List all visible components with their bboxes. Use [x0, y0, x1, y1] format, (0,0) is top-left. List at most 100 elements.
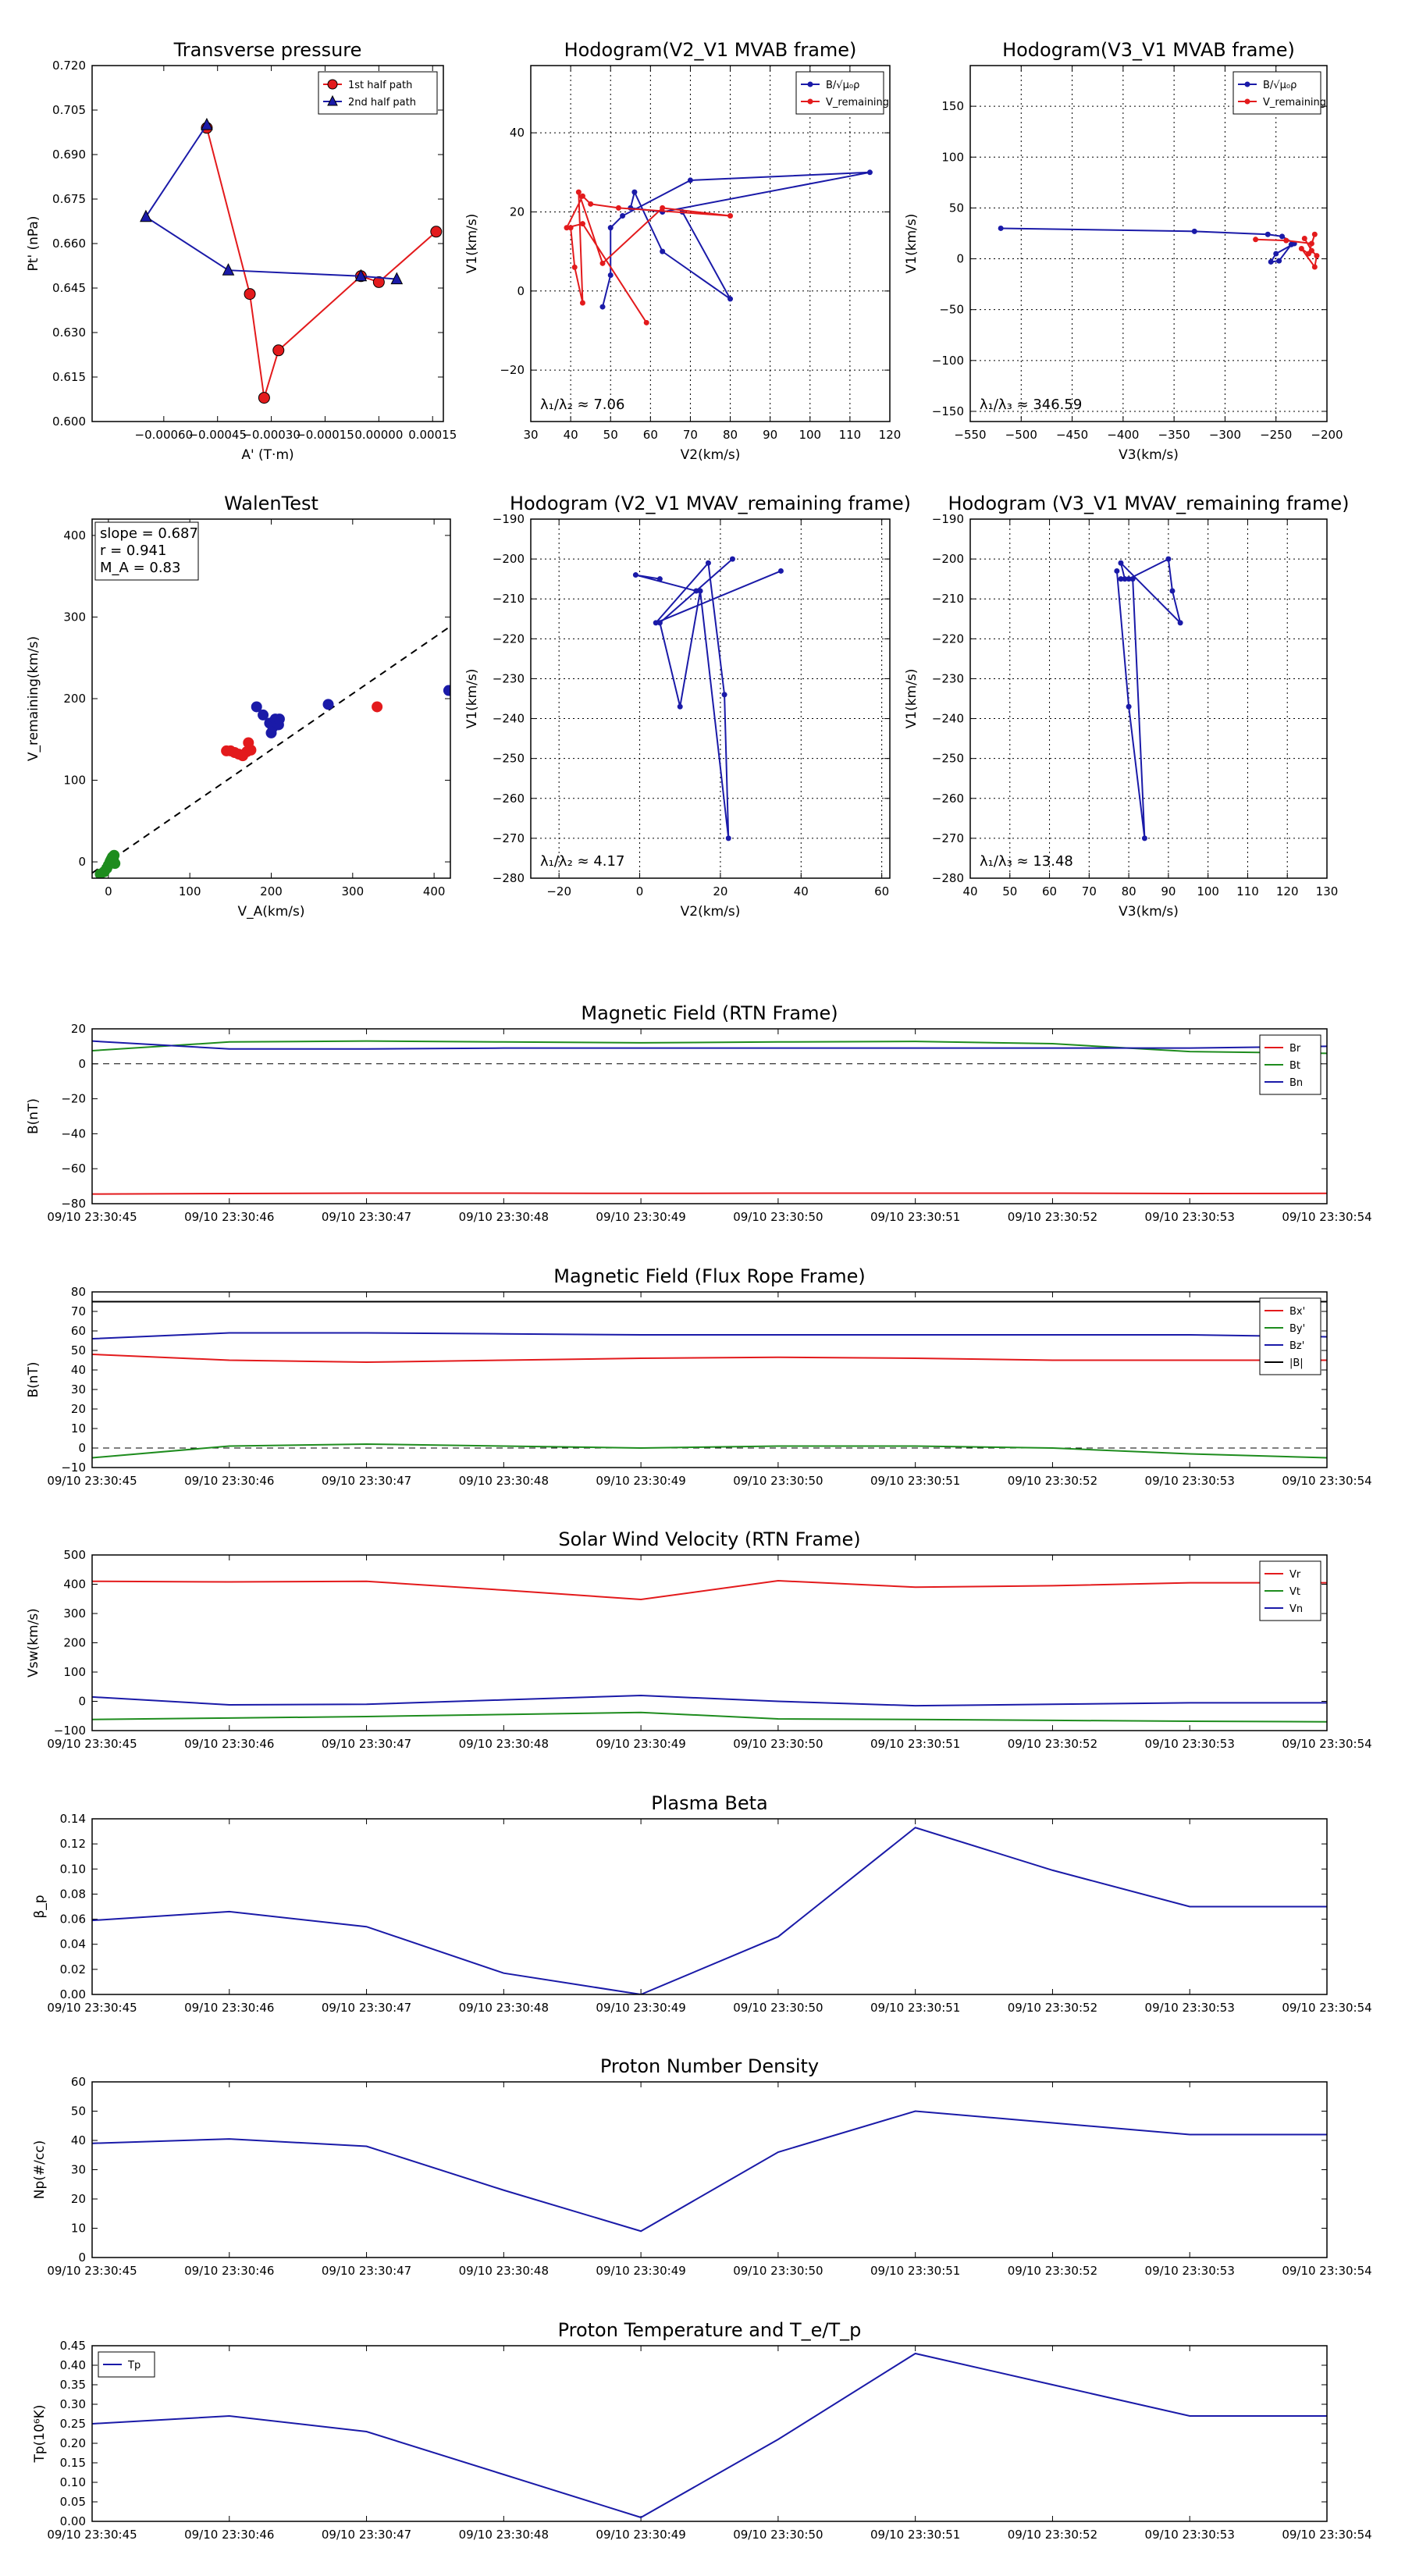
y-tick-label: 60	[71, 2075, 86, 2089]
chart-p4: WalenTest V_A(km/s) V_remaining(km/s) 0 100 2…	[26, 493, 451, 920]
x-tick-label: −20	[546, 884, 571, 898]
y-tick-label: 400	[63, 528, 86, 543]
x-tick-label: 40	[564, 428, 578, 442]
chart-p1: Transverse pressure A' (T·m) Pt' (nPa) −0.0…	[26, 39, 457, 463]
y-tick-label: 0.45	[60, 2339, 86, 2353]
x-tick-label: 09/10 23:30:50	[733, 1474, 823, 1488]
eigen-ratio-annotation: λ₁/λ₃ ≈ 346.59	[980, 397, 1082, 413]
y-tick-label: −40	[61, 1126, 86, 1140]
data-point	[443, 685, 450, 696]
data-point	[632, 572, 638, 578]
x-tick-label: 50	[603, 428, 618, 442]
x-tick-label: −250	[1260, 428, 1292, 442]
data-point	[1122, 576, 1128, 582]
y-tick-label: 0.690	[52, 148, 86, 162]
x-tick-label: 120	[879, 428, 902, 442]
data-point	[372, 276, 385, 288]
y-tick-label: 0	[78, 1441, 86, 1455]
x-tick-label: 09/10 23:30:52	[1008, 2528, 1097, 2542]
data-point	[725, 835, 731, 841]
x-tick-label: 09/10 23:30:47	[322, 2001, 411, 2015]
x-tick-label: 0	[636, 884, 644, 898]
x-tick-label: −400	[1107, 428, 1139, 442]
series-line-V	[1115, 557, 1182, 839]
y-axis-label: V1(km/s)	[904, 214, 919, 274]
legend-label: Bx'	[1289, 1306, 1305, 1318]
data-point	[729, 556, 735, 562]
data-point	[1253, 237, 1259, 243]
x-tick-label: −450	[1056, 428, 1088, 442]
y-tick-label: 300	[63, 1606, 86, 1621]
series-line-Np	[92, 2110, 1327, 2233]
plot-area	[94, 685, 450, 878]
y-axis-label: Tp(10⁶K)	[32, 2404, 48, 2463]
legend: B/√μ₀ρ V_remaining	[795, 71, 889, 115]
y-tick-label: −260	[493, 792, 525, 806]
x-tick-label: 09/10 23:30:48	[459, 2001, 549, 2015]
x-tick-label: 09/10 23:30:47	[322, 1210, 411, 1224]
data-point	[620, 213, 626, 219]
x-tick-label: 40	[962, 884, 977, 898]
x-tick-label: 09/10 23:30:53	[1145, 2528, 1235, 2542]
y-tick-label: −230	[493, 671, 525, 685]
y-tick-label: 30	[71, 1382, 86, 1397]
y-tick-label: 150	[941, 99, 964, 113]
x-tick-label: 30	[523, 428, 538, 442]
x-tick-label: 09/10 23:30:51	[870, 1210, 960, 1224]
eigen-ratio-annotation: λ₁/λ₃ ≈ 13.48	[980, 853, 1073, 870]
data-point	[579, 221, 585, 227]
eigen-ratio-annotation: λ₁/λ₂ ≈ 4.17	[540, 853, 624, 870]
y-axis-label: V_remaining(km/s)	[26, 636, 41, 761]
data-point	[1268, 258, 1274, 265]
data-point	[693, 588, 699, 594]
y-tick-label: 100	[63, 1665, 86, 1679]
series-line-Vn	[92, 1694, 1327, 1707]
x-tick-label: 09/10 23:30:46	[184, 2528, 274, 2542]
x-tick-label: 09/10 23:30:53	[1145, 1737, 1235, 1751]
data-point	[244, 288, 256, 301]
y-tick-label: 10	[71, 2222, 86, 2236]
data-point	[607, 225, 614, 231]
x-tick-label: 90	[1161, 884, 1176, 898]
chart-p11: Proton Number Density Np(#/cc) 09/10 23:30…	[32, 2055, 1372, 2278]
y-axis-label: V1(km/s)	[464, 214, 480, 274]
data-point	[258, 392, 270, 404]
plot-frame	[969, 518, 1328, 879]
x-tick-label: 09/10 23:30:45	[47, 2528, 137, 2542]
series-line-Vt	[92, 1711, 1327, 1723]
y-tick-label: 0	[78, 2250, 86, 2265]
plot-frame	[91, 518, 451, 879]
x-tick-label: 20	[713, 884, 727, 898]
x-tick-label: 09/10 23:30:54	[1282, 1474, 1371, 1488]
data-point	[579, 300, 585, 306]
x-tick-label: 09/10 23:30:53	[1145, 2001, 1235, 2015]
data-point	[571, 264, 578, 270]
y-tick-label: 40	[71, 2133, 86, 2147]
x-tick-label: 09/10 23:30:48	[459, 2264, 549, 2278]
series-line-Tp	[92, 2352, 1327, 2519]
y-tick-label: −200	[932, 552, 964, 566]
x-tick-label: 09/10 23:30:45	[47, 2001, 137, 2015]
legend-label: 1st half path	[348, 80, 412, 91]
y-tick-label: 0.06	[60, 1912, 86, 1927]
data-point	[1288, 241, 1294, 247]
x-tick-label: 130	[1316, 884, 1339, 898]
x-tick-label: 09/10 23:30:53	[1145, 2264, 1235, 2278]
plot-area	[564, 169, 873, 326]
chart-title: Hodogram (V3_V1 MVAV_remaining frame)	[948, 493, 1349, 514]
series-line-2nd half path	[144, 124, 397, 280]
series-line-Bt	[92, 1040, 1327, 1055]
y-tick-label: 0.10	[60, 1862, 86, 1876]
stats-line: slope = 0.687	[100, 525, 198, 542]
x-tick-label: 100	[179, 884, 201, 898]
y-axis-label: Np(#/cc)	[32, 2140, 48, 2199]
series-line-Bx'	[92, 1354, 1327, 1364]
x-tick-label: 09/10 23:30:51	[870, 2528, 960, 2542]
y-tick-label: −210	[493, 592, 525, 606]
y-tick-label: 200	[63, 1636, 86, 1650]
x-tick-label: 60	[643, 428, 658, 442]
x-tick-label: 80	[1122, 884, 1136, 898]
data-point	[705, 560, 711, 566]
y-tick-label: 0.05	[60, 2495, 86, 2509]
